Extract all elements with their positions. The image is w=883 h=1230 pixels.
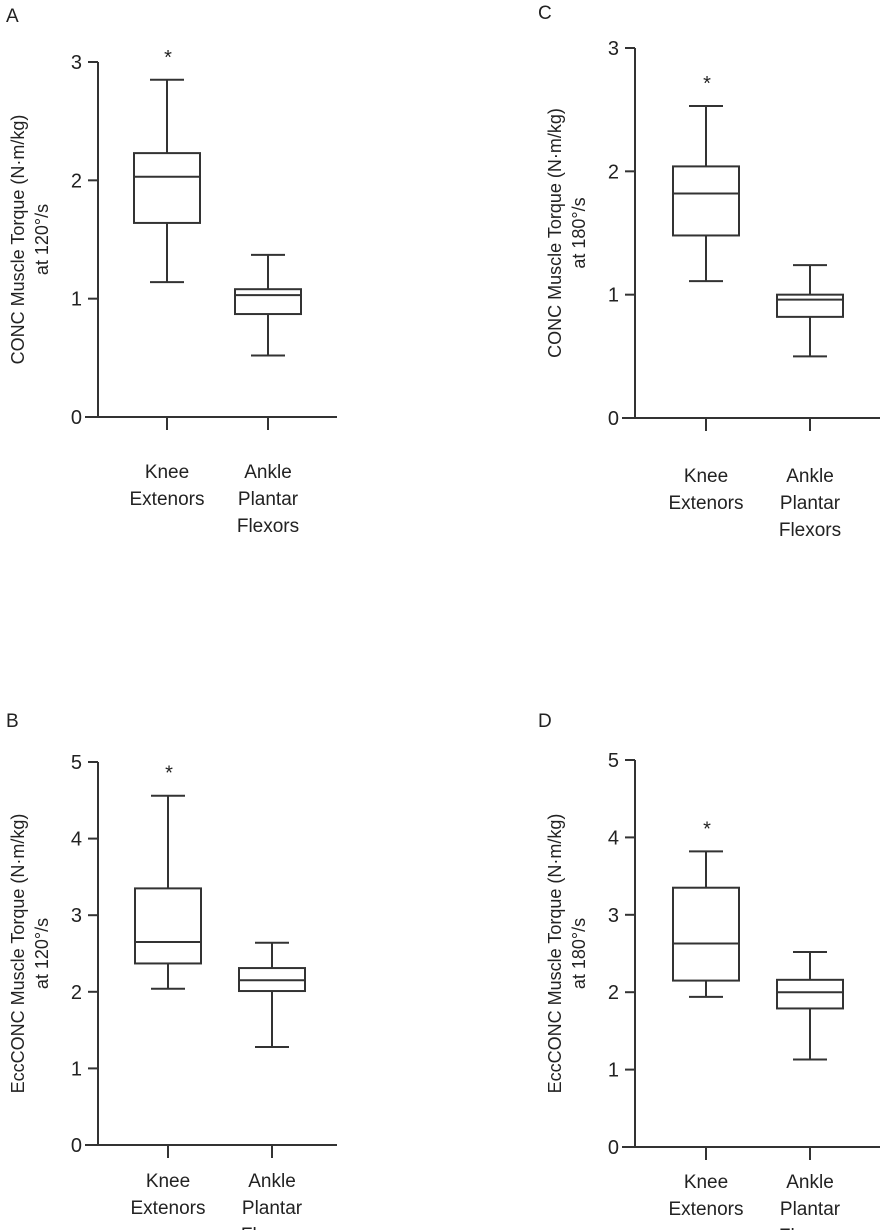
y-tick-label: 2 xyxy=(71,170,82,192)
x-category-label: Ankle xyxy=(244,462,292,483)
y-tick-label: 2 xyxy=(608,161,619,183)
panel-letter: A xyxy=(6,6,19,27)
x-category-label: Ankle xyxy=(786,1172,834,1193)
y-tick-label: 2 xyxy=(71,982,82,1004)
y-tick-label: 3 xyxy=(608,905,619,927)
x-category-label: Flexors xyxy=(779,1226,841,1230)
x-category-label: Flexors xyxy=(779,520,841,541)
y-tick-label: 0 xyxy=(608,1137,619,1159)
iqr-box xyxy=(134,887,202,965)
x-category-label: Flexors xyxy=(237,516,299,537)
iqr-box xyxy=(234,288,302,316)
y-axis-label-line2: at 180°/s xyxy=(569,197,589,268)
panel-letter: B xyxy=(6,711,19,732)
x-category-label: Plantar xyxy=(780,493,841,514)
y-tick-label: 3 xyxy=(71,905,82,927)
x-category-label: Flexors xyxy=(241,1225,303,1230)
x-category-label: Extenors xyxy=(669,1199,744,1220)
y-tick-label: 0 xyxy=(608,408,619,430)
panel-letter: D xyxy=(538,711,552,732)
y-tick-label: 0 xyxy=(71,1135,82,1157)
x-category-label: Extenors xyxy=(669,493,744,514)
x-category-label: Extenors xyxy=(130,489,205,510)
y-tick-label: 0 xyxy=(71,407,82,429)
significance-marker: * xyxy=(165,763,173,785)
y-tick-label: 1 xyxy=(71,289,82,311)
y-axis-label-line2: at 120°/s xyxy=(32,204,52,275)
y-axis-label: EccCONC Muscle Torque (N·m/kg) xyxy=(545,814,565,1094)
panel-letter: C xyxy=(538,3,552,24)
y-axis-label-line2: at 120°/s xyxy=(32,918,52,989)
significance-marker: * xyxy=(164,47,172,69)
iqr-box xyxy=(776,293,844,318)
y-axis-label: CONC Muscle Torque (N·m/kg) xyxy=(8,115,28,365)
y-tick-label: 3 xyxy=(608,38,619,60)
x-category-label: Knee xyxy=(684,1172,728,1193)
y-tick-label: 1 xyxy=(608,285,619,307)
x-category-label: Ankle xyxy=(248,1171,296,1192)
x-category-label: Plantar xyxy=(780,1199,841,1220)
significance-marker: * xyxy=(703,818,711,840)
iqr-box xyxy=(672,165,740,237)
y-axis-label: EccCONC Muscle Torque (N·m/kg) xyxy=(8,814,28,1094)
y-tick-label: 5 xyxy=(71,752,82,774)
x-category-label: Knee xyxy=(146,1171,190,1192)
iqr-box xyxy=(672,886,740,982)
y-tick-label: 1 xyxy=(71,1058,82,1080)
y-axis-label: CONC Muscle Torque (N·m/kg) xyxy=(545,108,565,358)
y-axis-label-line2: at 180°/s xyxy=(569,918,589,989)
iqr-box xyxy=(776,978,844,1010)
y-tick-label: 1 xyxy=(608,1060,619,1082)
x-category-label: Plantar xyxy=(242,1198,303,1219)
x-category-label: Extenors xyxy=(131,1198,206,1219)
y-tick-label: 3 xyxy=(71,52,82,74)
y-tick-label: 4 xyxy=(608,827,619,849)
y-tick-label: 4 xyxy=(71,829,82,851)
iqr-box xyxy=(133,152,201,224)
x-category-label: Plantar xyxy=(238,489,299,510)
x-category-label: Knee xyxy=(684,466,728,487)
significance-marker: * xyxy=(703,73,711,95)
y-tick-label: 5 xyxy=(608,750,619,772)
y-tick-label: 2 xyxy=(608,982,619,1004)
x-category-label: Ankle xyxy=(786,466,834,487)
x-category-label: Knee xyxy=(145,462,189,483)
